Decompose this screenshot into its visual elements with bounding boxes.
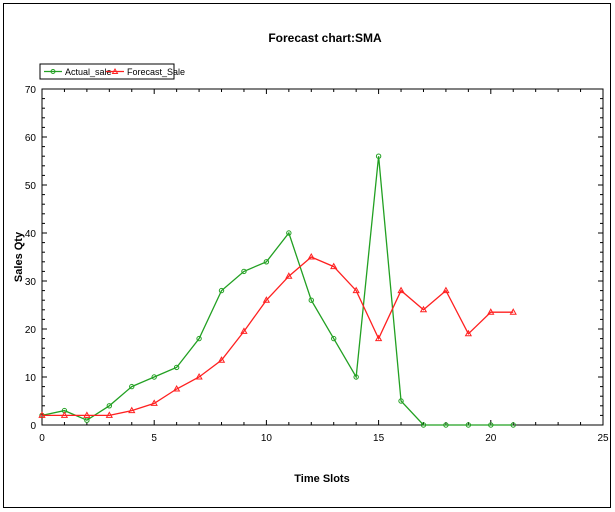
y-tick-label: 10 — [25, 373, 37, 384]
data-point-forecast — [419, 305, 428, 313]
data-point-actual — [488, 422, 494, 428]
data-point-actual — [129, 383, 135, 390]
data-point-actual — [84, 417, 90, 423]
data-point-actual — [151, 374, 157, 380]
data-point-forecast — [307, 252, 315, 260]
y-tick-label: 20 — [25, 325, 37, 336]
data-point-forecast — [172, 384, 181, 392]
data-point-actual — [420, 422, 427, 428]
chart-frame — [3, 3, 611, 508]
data-point-forecast — [262, 296, 271, 303]
legend-marker-actual — [50, 69, 56, 74]
data-point-forecast — [509, 308, 517, 315]
data-point-actual — [465, 422, 472, 428]
y-tick-label: 30 — [25, 277, 37, 288]
y-tick-label: 40 — [25, 229, 37, 240]
data-point-actual — [263, 259, 270, 265]
y-tick-label: 50 — [25, 181, 37, 192]
data-point-forecast — [330, 262, 338, 270]
data-point-forecast — [285, 272, 293, 279]
y-tick-label: 60 — [25, 133, 37, 144]
data-point-actual — [286, 230, 292, 236]
x-tick-label: 5 — [151, 433, 157, 444]
data-point-forecast — [487, 308, 495, 315]
data-point-actual — [398, 398, 404, 404]
legend-label-actual: Actual_sale — [65, 67, 112, 77]
data-point-actual — [443, 422, 449, 428]
plot-area — [41, 88, 604, 426]
legend: Actual_sale Forecast_Sale — [39, 63, 185, 80]
data-point-actual — [331, 335, 337, 342]
data-point-forecast — [105, 411, 113, 418]
data-point-actual — [173, 364, 180, 371]
y-tick-label: 0 — [30, 421, 36, 432]
x-tick-label: 0 — [39, 433, 45, 444]
y-tick-label: 70 — [25, 85, 37, 96]
y-axis: 0 10 20 30 40 50 60 70 — [25, 85, 603, 432]
data-point-actual — [308, 297, 314, 303]
data-point-forecast — [240, 327, 248, 334]
data-point-forecast — [217, 356, 226, 363]
legend-label-forecast: Forecast_Sale — [127, 67, 185, 77]
data-point-forecast — [397, 286, 405, 294]
legend-marker-forecast — [111, 67, 119, 74]
data-point-forecast — [464, 329, 473, 337]
data-point-forecast — [83, 411, 91, 418]
x-tick-label: 10 — [261, 433, 273, 444]
data-point-actual — [106, 403, 113, 409]
series-line-forecast — [42, 256, 514, 417]
series-layer — [38, 153, 517, 428]
data-point-actual — [196, 335, 202, 342]
data-point-forecast — [128, 406, 136, 414]
data-point-actual — [218, 287, 225, 294]
data-point-forecast — [442, 286, 450, 294]
chart-title: Forecast chart:SMA — [268, 31, 382, 45]
x-tick-label: 20 — [485, 433, 497, 444]
data-point-actual — [510, 422, 516, 428]
data-point-forecast — [195, 372, 203, 380]
data-point-forecast — [60, 411, 69, 418]
data-point-actual — [241, 268, 247, 275]
x-tick-label: 25 — [597, 433, 609, 444]
x-tick-label: 15 — [373, 433, 385, 444]
x-axis-label: Time Slots — [294, 473, 349, 485]
data-point-forecast — [352, 286, 360, 294]
data-point-forecast — [374, 334, 383, 342]
series-line-actual — [41, 156, 514, 426]
data-point-forecast — [38, 411, 46, 418]
x-axis: 0 5 10 15 20 25 — [39, 89, 609, 444]
data-point-actual — [375, 153, 382, 159]
data-point-actual — [353, 374, 359, 380]
y-axis-label: Sales Qty — [13, 231, 25, 282]
data-point-forecast — [150, 399, 158, 406]
